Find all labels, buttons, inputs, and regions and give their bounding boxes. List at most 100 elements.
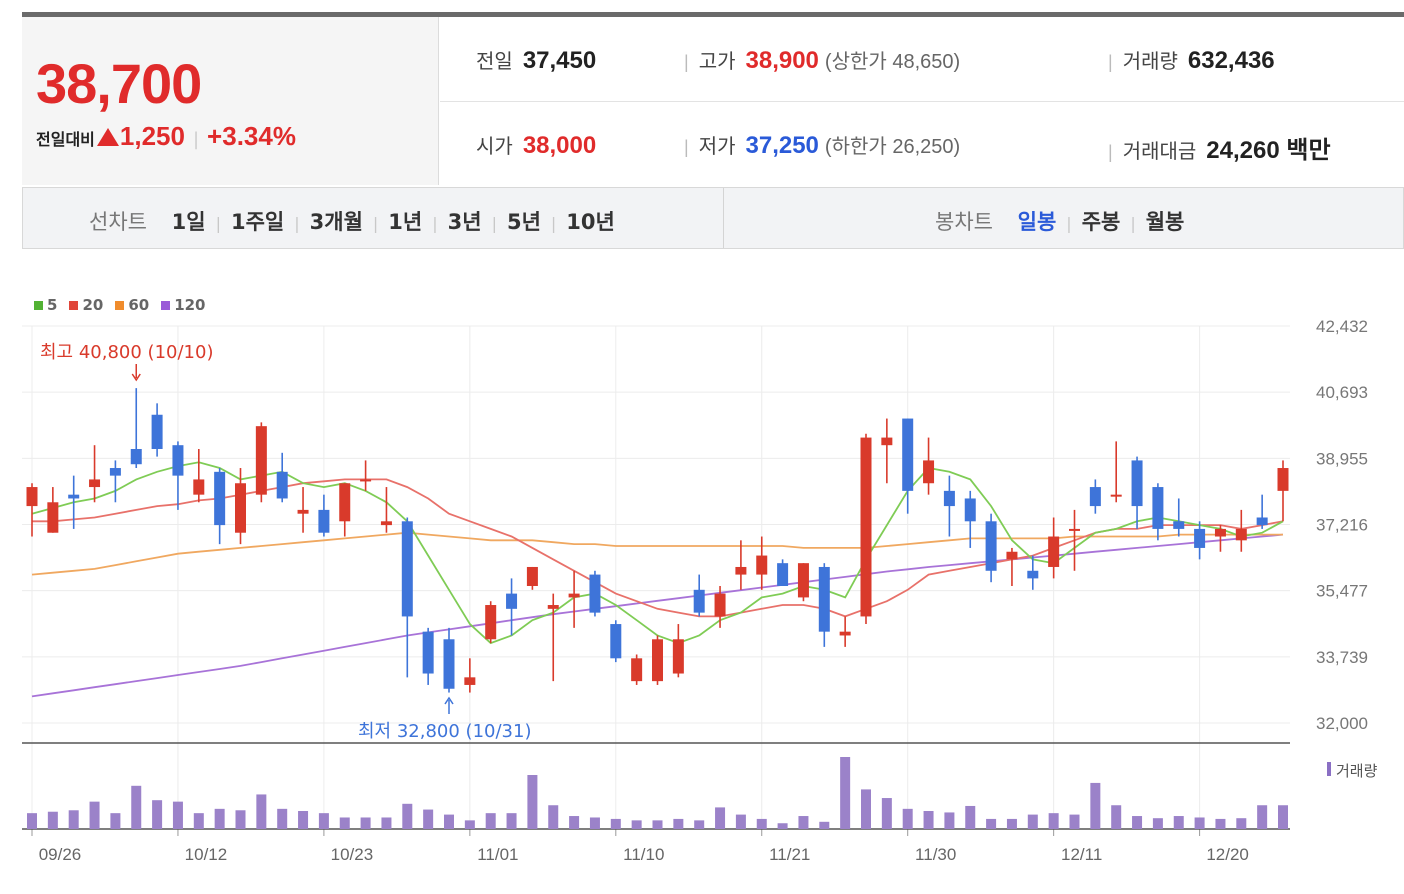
legend-swatch xyxy=(69,301,79,310)
volume-bar xyxy=(986,818,997,829)
x-tick-label: 10/12 xyxy=(185,845,228,864)
change-percent: +3.34% xyxy=(207,121,296,151)
legend-item-ma120: 120 xyxy=(161,296,206,314)
top-rule xyxy=(22,12,1404,17)
candle-body xyxy=(1173,521,1185,529)
change-row: 전일대비 1,250 | +3.34% xyxy=(36,121,296,151)
candle-body xyxy=(1027,570,1039,579)
line-chart-tabs: 선차트 1일 | 1주일 | 3개월 | 1년 | 3년 | 5년 | 10년 xyxy=(89,210,615,234)
y-tick-label: 40,693 xyxy=(1316,383,1368,402)
volume-bar xyxy=(1048,813,1059,829)
volume-bar xyxy=(819,821,830,829)
change-amount: 1,250 xyxy=(119,121,185,151)
line-period-tab-5[interactable]: 5년 xyxy=(506,210,541,234)
candle-chart-tabs: 봉차트 일봉 | 주봉 | 월봉 xyxy=(935,210,1185,234)
candle-body xyxy=(693,589,705,613)
candle-period-tab-1[interactable]: 주봉 xyxy=(1081,210,1121,234)
line-period-tab-6[interactable]: 10년 xyxy=(566,210,615,234)
volume-bar xyxy=(277,808,288,829)
y-tick-label: 37,216 xyxy=(1316,516,1368,535)
volume-bar xyxy=(840,757,851,829)
volume-bar xyxy=(1069,814,1080,829)
volume-bar xyxy=(485,813,496,829)
candle-body xyxy=(506,593,518,609)
candle-body xyxy=(1006,551,1018,560)
volume-bar xyxy=(506,813,517,829)
line-period-tab-2[interactable]: 3개월 xyxy=(309,210,363,234)
candle-body xyxy=(547,605,559,609)
candle-body xyxy=(839,631,851,636)
candle-body xyxy=(1152,487,1164,529)
volume-bar xyxy=(735,814,746,829)
volume-bar xyxy=(1132,816,1143,829)
volume-bar xyxy=(1090,782,1101,829)
line-chart-label: 선차트 xyxy=(89,210,147,234)
line-period-tab-0[interactable]: 1일 xyxy=(171,210,206,234)
stock-chart: 42,432 40,693 38,955 37,216 35,477 33,739 32,0… xyxy=(22,317,1378,864)
candle-body xyxy=(964,498,976,522)
stat-volume: | 거래량 632,436 xyxy=(1108,47,1275,74)
candle-period-tab-2[interactable]: 월봉 xyxy=(1145,210,1185,234)
chart-period-nav: 선차트 1일 | 1주일 | 3개월 | 1년 | 3년 | 5년 | 10년 봉차트 일봉 | 주봉 | 월봉 xyxy=(22,187,1404,249)
candle-body xyxy=(860,437,872,617)
x-tick-label: 11/30 xyxy=(915,845,956,864)
candle-body xyxy=(89,479,101,488)
legend-swatch xyxy=(161,301,171,310)
candle-body xyxy=(818,566,830,632)
line-period-tab-4[interactable]: 3년 xyxy=(447,210,482,234)
candle-body xyxy=(985,521,997,571)
candle-body xyxy=(235,483,246,533)
volume-bar xyxy=(694,820,705,829)
volume-bar xyxy=(68,810,79,829)
candle-body xyxy=(443,639,455,689)
line-period-tab-3[interactable]: 1년 xyxy=(388,210,423,234)
x-tick-label: 11/21 xyxy=(769,845,810,864)
y-tick-label: 42,432 xyxy=(1316,317,1368,336)
low-arrow-head xyxy=(444,696,454,705)
candle-body xyxy=(130,448,142,465)
candle-period-tab-0[interactable]: 일봉 xyxy=(1017,210,1057,234)
volume-bar xyxy=(1006,818,1017,829)
candle-body xyxy=(47,502,59,533)
volume-bar xyxy=(631,820,642,829)
chart-legend: 5 20 60 120 xyxy=(34,296,218,314)
legend-item-ma20: 20 xyxy=(69,296,103,314)
stat-open: 시가 38,000 xyxy=(476,132,597,159)
legend-label: 20 xyxy=(82,296,104,314)
volume-bar xyxy=(1215,818,1226,829)
volume-bar xyxy=(444,814,454,829)
y-tick-label: 32,000 xyxy=(1316,714,1368,733)
line-period-tab-1[interactable]: 1주일 xyxy=(230,210,285,234)
y-tick-label: 38,955 xyxy=(1316,449,1368,468)
legend-label: 60 xyxy=(128,296,150,314)
stat-prev: 전일 37,450 xyxy=(476,47,597,74)
candle-body xyxy=(568,593,580,598)
volume-bar xyxy=(756,818,767,829)
candle-body xyxy=(902,418,914,491)
volume-bar xyxy=(715,807,726,829)
candle-body xyxy=(777,563,789,586)
volume-bar xyxy=(360,817,371,829)
volume-legend-swatch xyxy=(1327,762,1331,776)
up-triangle-icon xyxy=(96,128,119,146)
volume-bar xyxy=(1278,805,1288,829)
volume-bar xyxy=(464,820,475,829)
volume-bar xyxy=(193,813,204,829)
volume-bar xyxy=(318,813,329,829)
high-arrow-head xyxy=(131,373,141,382)
candle-body xyxy=(589,574,601,613)
volume-bar xyxy=(1111,805,1122,829)
candle-body xyxy=(797,563,809,598)
volume-bar xyxy=(172,801,183,829)
volume-bar xyxy=(47,811,58,829)
volume-bar xyxy=(1173,816,1184,829)
volume-bar xyxy=(861,789,871,829)
candle-body xyxy=(214,471,226,526)
candle-body xyxy=(1110,494,1122,497)
candle-body xyxy=(631,658,643,682)
candle-body xyxy=(68,494,80,499)
candle-body xyxy=(318,509,330,533)
candle-body xyxy=(26,487,38,507)
candle-body xyxy=(735,566,747,575)
legend-label: 120 xyxy=(174,296,206,314)
